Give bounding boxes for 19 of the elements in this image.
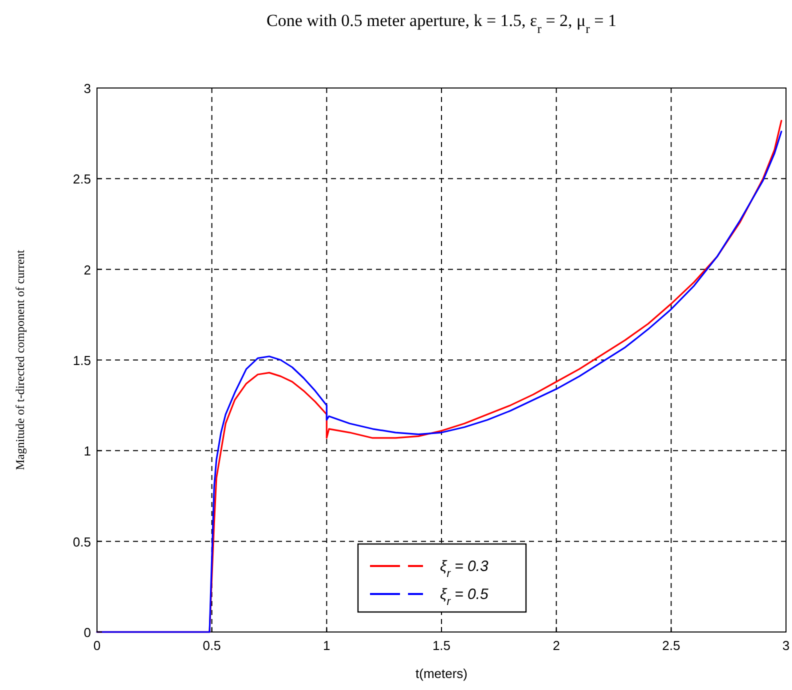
x-tick-label: 2 [552,638,560,653]
y-tick-label: 2.5 [72,172,91,187]
x-tick-label: 0.5 [202,638,221,653]
x-tick-label: 1.5 [432,638,451,653]
x-tick-label: 3 [782,638,790,653]
y-axis-title: Magnitude of t-directed component of current [13,249,27,470]
x-axis-title: t(meters) [416,666,468,681]
y-tick-label: 1.5 [72,353,91,368]
legend-label: ξ$_{r}$ = 0.5 [440,586,490,608]
x-tick-label: 0 [93,638,101,653]
x-tick-label: 1 [323,638,330,653]
y-tick-label: 2 [84,262,91,278]
y-tick-label: 0 [84,625,91,640]
y-tick-label: 3 [84,81,91,96]
y-tick-label: 0.5 [72,534,91,550]
y-tick-label: 1 [84,444,91,459]
chart-title: Cone with 0.5 meter aperture, k = 1.5, ε$_{r}$ = 2, μ$_{r}$ = 1 [266,11,617,36]
x-tick-label: 2.5 [662,638,680,653]
legend-label: ξ$_{r}$ = 0.3 [440,558,490,580]
